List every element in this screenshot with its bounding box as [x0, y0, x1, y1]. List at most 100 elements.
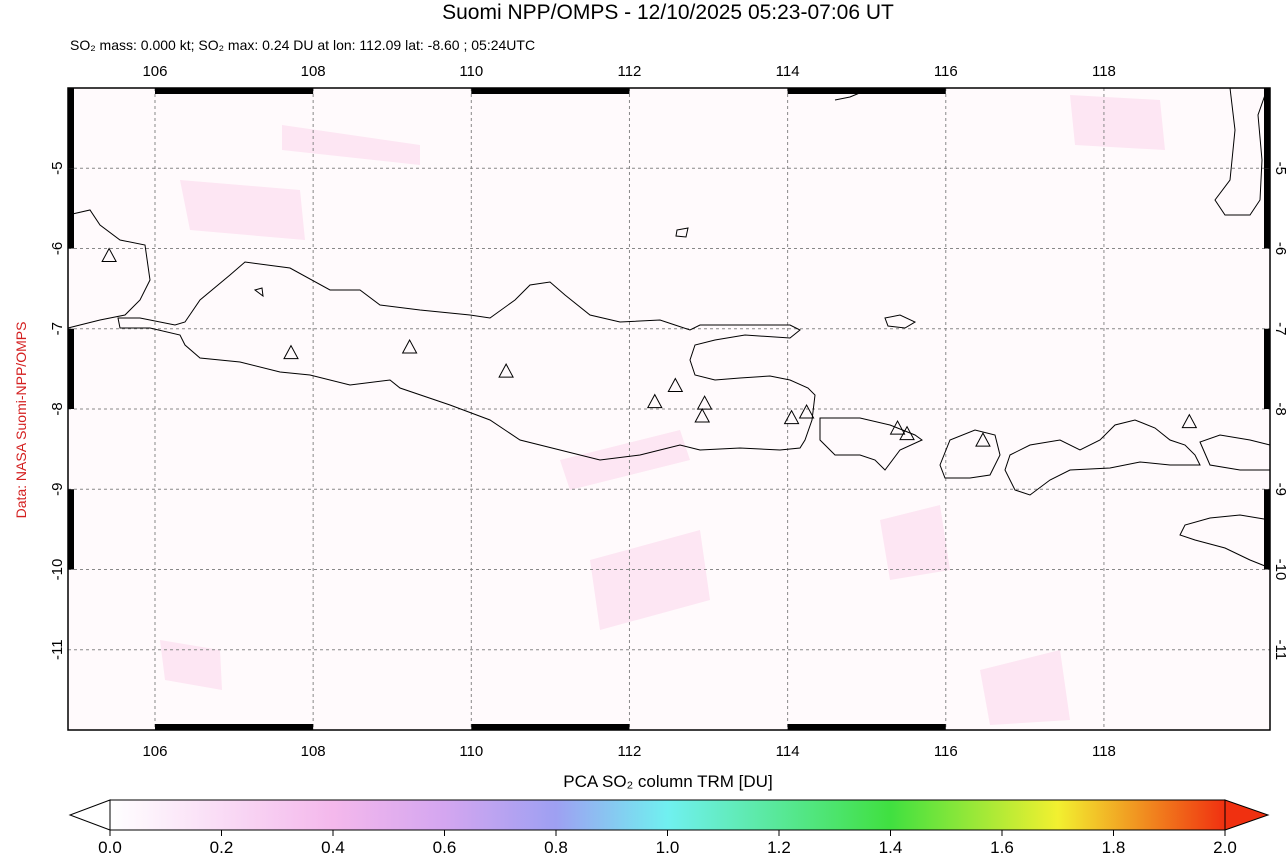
lat-tick-label-right: -5: [1272, 162, 1288, 175]
volcano: [975, 432, 991, 447]
frame-segment: [471, 88, 630, 94]
volcano: [646, 393, 663, 409]
volcano: [696, 395, 713, 410]
lon-tick-label-bottom: 114: [776, 743, 800, 760]
colorbar: [109, 799, 1226, 831]
frame-segment: [154, 88, 314, 94]
frame-segment: [1264, 489, 1270, 570]
lat-tick-label-left: -9: [49, 483, 66, 496]
frame-segment: [68, 489, 74, 570]
lon-tick-label-top: 112: [617, 63, 641, 80]
lon-tick-label-bottom: 106: [142, 743, 167, 760]
frame-segment: [471, 724, 630, 730]
coast-sumba: [1179, 514, 1271, 569]
lat-tick-label-left: -5: [49, 162, 66, 175]
subtitle: SO₂ mass: 0.000 kt; SO₂ max: 0.24 DU at …: [70, 37, 535, 53]
lat-tick-label-right: -6: [1272, 242, 1288, 255]
coast-sumatra: [67, 209, 151, 329]
volcano: [798, 403, 815, 419]
frame-segment: [1264, 328, 1270, 409]
coast-java: [117, 261, 816, 461]
volcano: [694, 407, 711, 423]
lon-tick-label-top: 108: [301, 63, 326, 80]
coast-flores: [1199, 434, 1271, 471]
lat-tick-label-left: -6: [49, 242, 66, 255]
lon-tick-label-bottom: 116: [934, 743, 958, 760]
patch: [160, 640, 222, 690]
frame-segment: [787, 724, 946, 730]
map-border: [67, 87, 1271, 731]
colorbar-under: [68, 799, 111, 831]
credit: Data: NASA Suomi-NPP/OMPS: [13, 322, 29, 519]
volcano: [498, 363, 514, 378]
frame-segment: [68, 88, 74, 169]
coast-sulawesi: [1214, 87, 1271, 216]
lat-tick-label-right: -9: [1272, 483, 1288, 496]
volcanoes: [101, 247, 1198, 447]
volcano: [1181, 413, 1198, 429]
coast-lombok: [939, 429, 1001, 479]
colorbar-tick-label: 1.6: [990, 838, 1014, 855]
volcano: [889, 420, 906, 435]
patch: [282, 125, 420, 165]
volcano: [899, 425, 915, 441]
lon-tick-label-top: 116: [934, 63, 958, 80]
coast-bali: [819, 417, 923, 471]
lat-tick-label-right: -10: [1272, 559, 1288, 581]
lat-tick-label-right: -11: [1272, 639, 1288, 660]
lat-tick-label-left: -11: [49, 639, 66, 660]
frame-segment: [68, 328, 74, 409]
patch: [560, 430, 690, 490]
patch: [180, 180, 305, 240]
frame-segment: [68, 168, 74, 249]
lon-tick-label-bottom: 112: [617, 743, 641, 760]
patch: [1070, 95, 1165, 150]
map-frame: [68, 88, 1270, 730]
colorbar-tick-label: 0.4: [321, 838, 345, 855]
volcano: [283, 344, 299, 360]
lat-tick-label-right: -7: [1272, 322, 1288, 335]
title: Suomi NPP/OMPS - 12/10/2025 05:23-07:06 …: [442, 1, 894, 24]
patch: [880, 505, 950, 580]
colorbar-tick-label: 0.6: [433, 838, 457, 855]
coast-madura-islands: [253, 227, 917, 329]
grid: [68, 88, 1270, 730]
colorbar-tick-label: 1.8: [1102, 838, 1126, 855]
volcano: [401, 338, 418, 354]
volcano: [101, 247, 117, 263]
volcano: [667, 377, 684, 393]
colorbar-tick-label: 1.2: [767, 838, 791, 855]
patch: [980, 650, 1070, 725]
lon-tick-label-top: 106: [142, 63, 167, 80]
colorbar-tick-label: 0.0: [98, 838, 122, 855]
frame-segment: [787, 88, 946, 94]
patch: [590, 530, 710, 630]
colorbar-tick-label: 0.8: [544, 838, 568, 855]
colorbar-tick-label: 2.0: [1213, 838, 1237, 855]
colorbar-label: PCA SO₂ column TRM [DU]: [563, 772, 772, 791]
colorbar-over: [1224, 799, 1270, 831]
frame-segment: [154, 724, 314, 730]
coastlines: [67, 87, 1271, 569]
colorbar-ticks: 0.0 0.2 0.4 0.6 0.8 1.0 1.2 1.4 1.6 1.8 2.0: [98, 830, 1237, 855]
lat-tick-label-left: -7: [49, 322, 66, 335]
lon-tick-label-top: 114: [776, 63, 800, 80]
lat-tick-label-left: -10: [49, 559, 66, 581]
colorbar-tick-label: 0.2: [210, 838, 234, 855]
lon-tick-label-bottom: 110: [459, 743, 483, 760]
frame-segment: [1264, 88, 1270, 169]
colorbar-tick-label: 1.0: [656, 838, 680, 855]
lon-tick-label-top: 110: [459, 63, 483, 80]
so2-patches: [160, 95, 1165, 725]
lat-tick-label-right: -8: [1272, 402, 1288, 415]
colorbar-tick-label: 1.4: [879, 838, 903, 855]
lon-tick-label-top: 118: [1092, 63, 1116, 80]
coast-sumbawa: [1004, 419, 1201, 496]
frame-segment: [1264, 168, 1270, 249]
lat-tick-label-left: -8: [49, 402, 66, 415]
axis-labels: 106 106 108 108 110 110 112 112 114 114 116 116 118 1…: [49, 63, 1288, 760]
volcano: [783, 409, 800, 425]
lon-tick-label-bottom: 108: [301, 743, 326, 760]
